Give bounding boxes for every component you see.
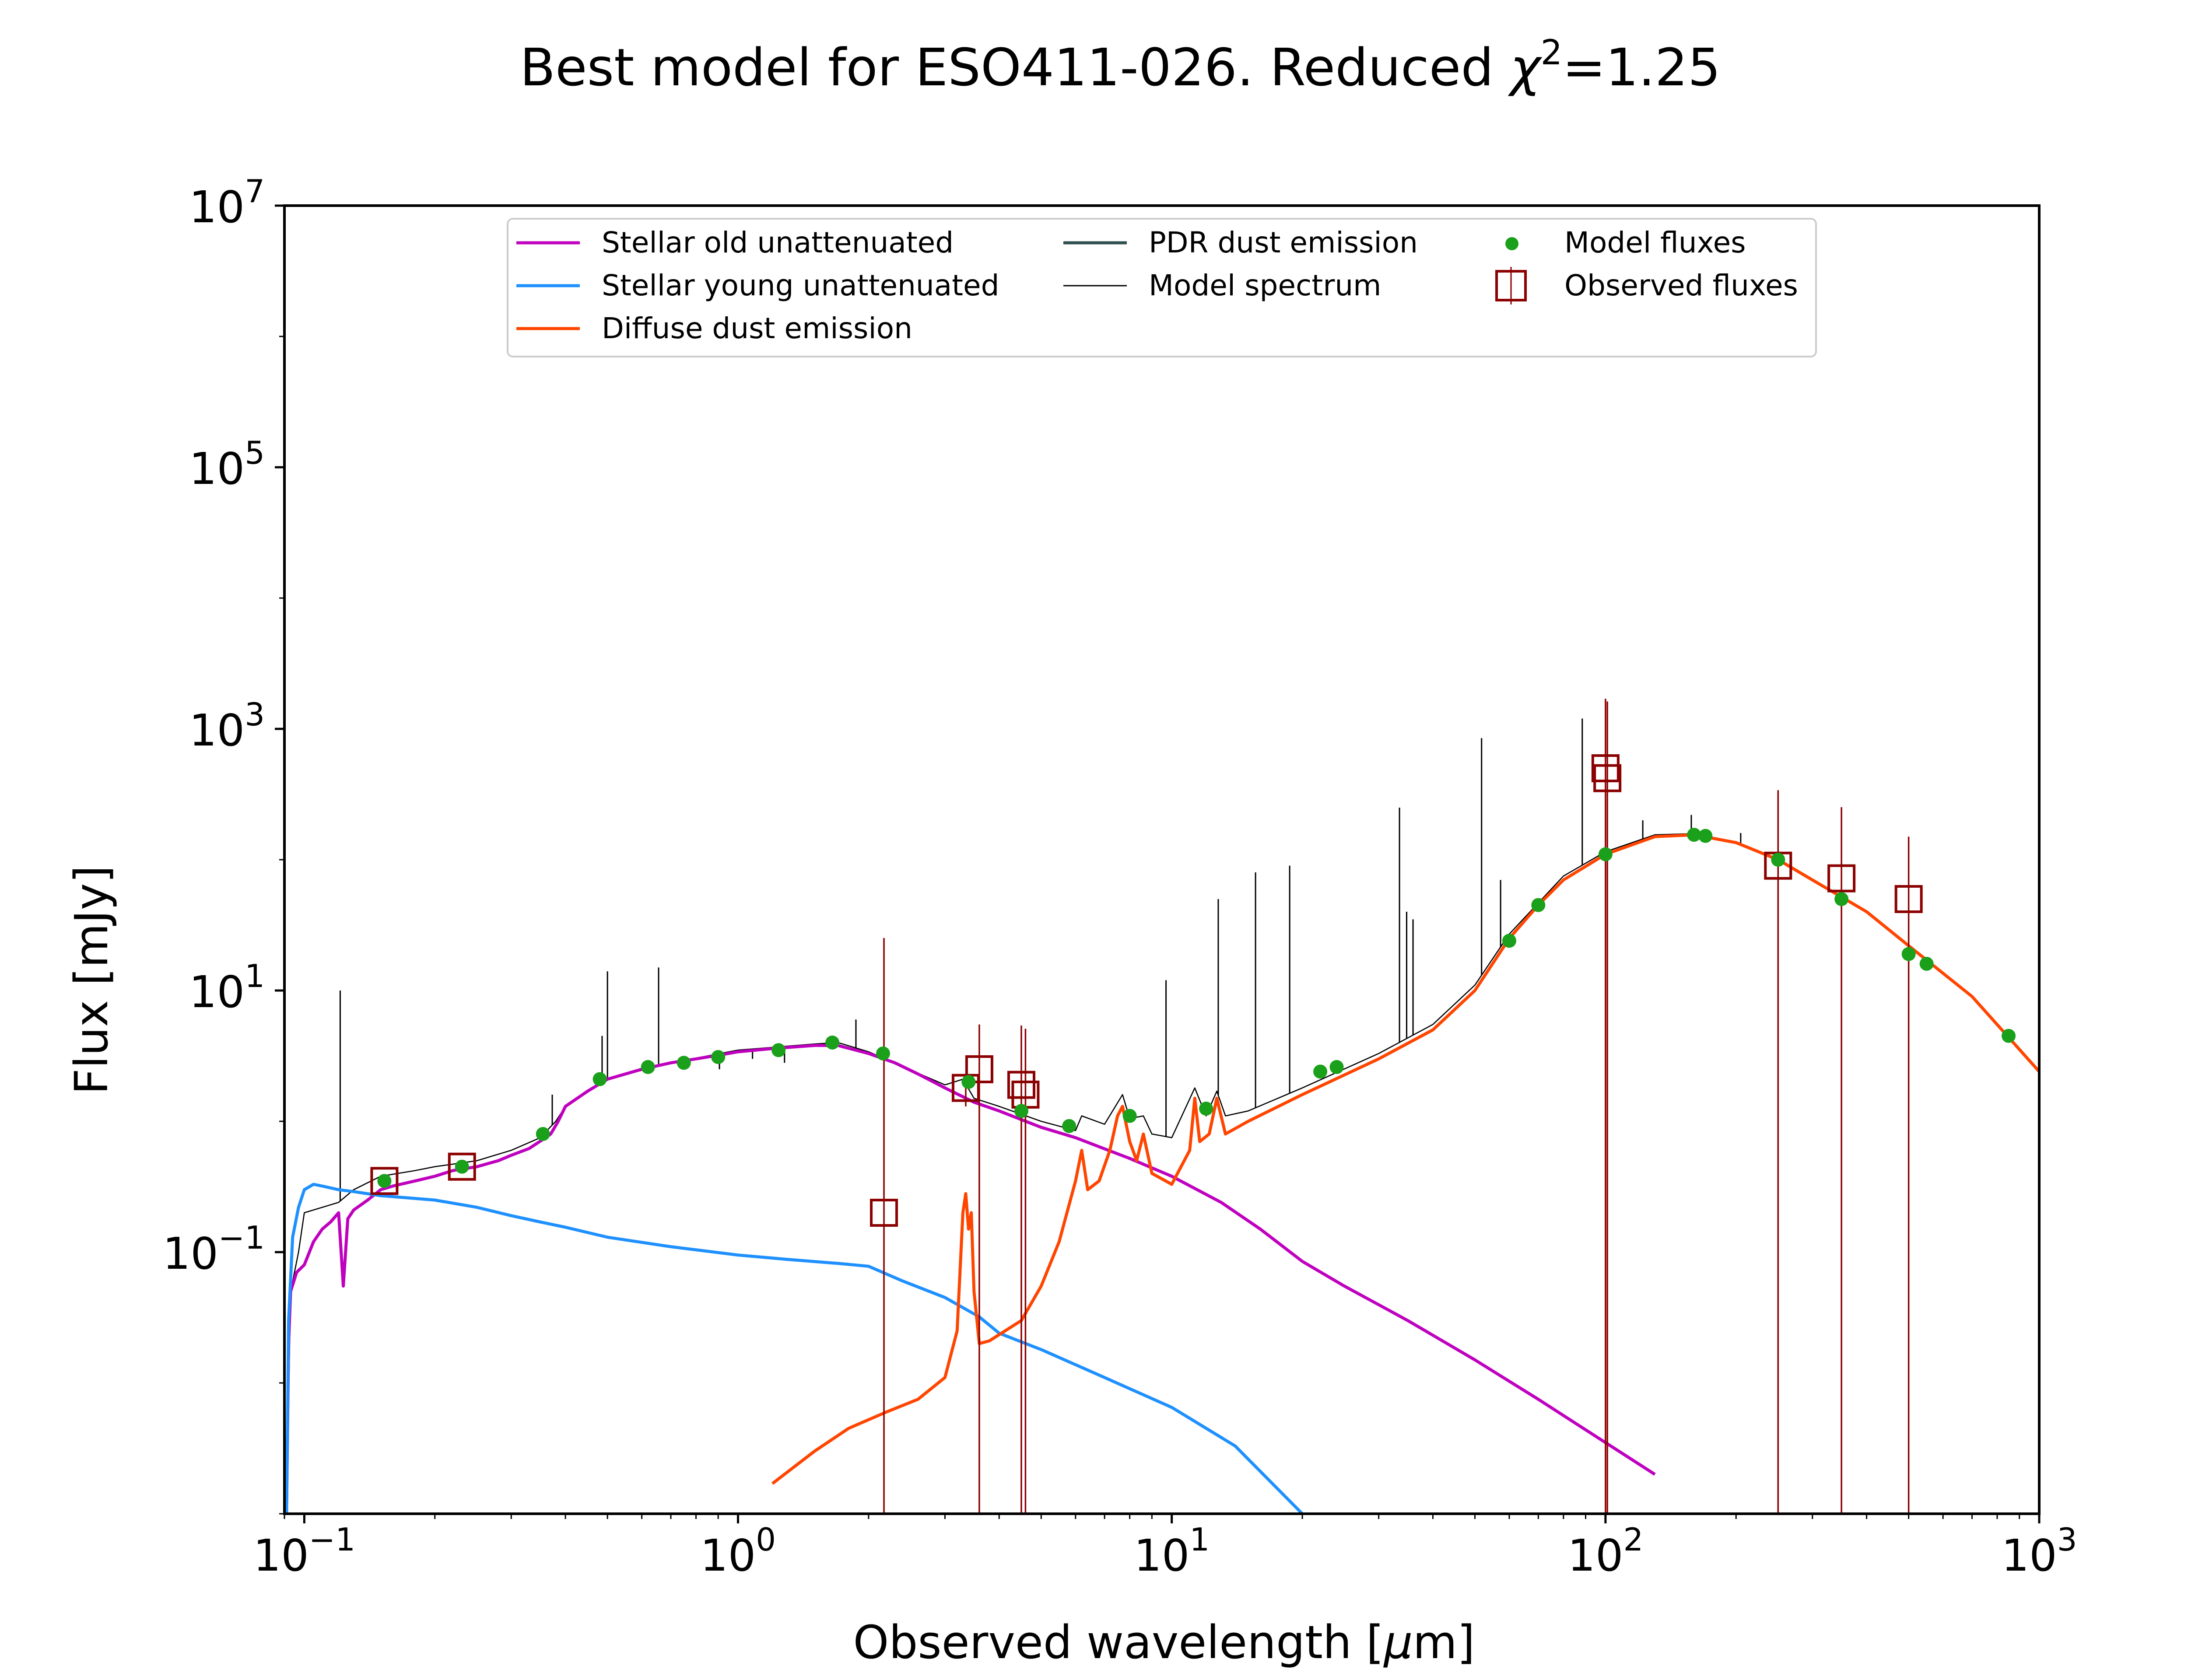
model-flux-point — [2002, 1029, 2016, 1043]
x-tick-label: 102 — [1567, 1521, 1643, 1581]
title-chi: χ — [1508, 37, 1543, 98]
model-flux-point — [1313, 1064, 1328, 1079]
x-tick-exp: 1 — [1189, 1521, 1210, 1558]
x-tick-label: 100 — [700, 1521, 776, 1581]
observed-flux-marker — [1593, 764, 1622, 792]
model-flux-point — [641, 1060, 655, 1074]
x-tick-exp: 0 — [756, 1521, 776, 1558]
observed-flux-marker — [870, 1198, 898, 1227]
x-tick-exp: −1 — [309, 1521, 355, 1558]
model-flux-point — [1014, 1104, 1028, 1118]
x-tick-base: 10 — [700, 1530, 756, 1581]
legend-swatch-model-fluxes — [1505, 237, 1518, 250]
series-line-diffuse-dust-emission — [771, 833, 2039, 1485]
legend: Stellar old unattenuated Stellar young u… — [507, 218, 1817, 357]
y-tick-label: 107 — [189, 173, 265, 233]
x-tick-exp: 3 — [2057, 1521, 2077, 1558]
y-tick-exp: −1 — [218, 1219, 265, 1256]
legend-label-observed-fluxes: Observed fluxes — [1564, 269, 1798, 302]
y-tick-label: 10−1 — [163, 1219, 265, 1279]
model-flux-point — [711, 1050, 726, 1064]
model-flux-point — [771, 1043, 786, 1057]
title-prefix: Best model for ESO411-026. Reduced — [520, 37, 1510, 98]
observed-flux-marker — [1007, 1071, 1035, 1099]
model-flux-point — [1502, 934, 1516, 948]
legend-label-diffuse-dust: Diffuse dust emission — [602, 312, 912, 345]
series-line-stellar-young-unattenuated — [285, 1183, 1304, 1514]
xlabel-prefix: Observed wavelength [ — [853, 1616, 1384, 1669]
x-tick-exp: 2 — [1623, 1521, 1644, 1558]
model-flux-point — [1771, 853, 1785, 867]
observed-flux-marker — [1591, 754, 1620, 783]
observed-flux-marker — [1827, 864, 1856, 892]
y-tick-label: 101 — [189, 958, 265, 1018]
legend-label-pdr-dust: PDR dust emission — [1149, 226, 1418, 259]
plot-frame — [283, 204, 2041, 1515]
model-flux-point — [1122, 1109, 1137, 1123]
xlabel-mu: μ — [1383, 1616, 1413, 1669]
model-flux-point — [1329, 1060, 1344, 1074]
markers-layer — [370, 699, 2016, 1514]
title-suffix: =1.25 — [1562, 37, 1721, 98]
x-tick-label: 10−1 — [253, 1521, 355, 1581]
model-flux-point — [1919, 956, 1934, 971]
model-flux-point — [1834, 892, 1849, 906]
series-line-stellar-old-unattenuated — [285, 1044, 1656, 1514]
model-flux-point — [455, 1159, 469, 1174]
x-tick-base: 10 — [1567, 1530, 1623, 1581]
model-flux-point — [377, 1174, 392, 1188]
model-flux-point — [1687, 828, 1701, 842]
x-tick-base: 10 — [2001, 1530, 2057, 1581]
y-tick-exp: 3 — [245, 696, 265, 733]
y-tick-base: 10 — [189, 443, 245, 494]
model-flux-point — [1062, 1119, 1076, 1133]
model-flux-point — [1901, 947, 1916, 961]
title-sup: 2 — [1541, 33, 1563, 73]
model-flux-point — [825, 1035, 840, 1050]
y-tick-base: 10 — [189, 966, 245, 1018]
y-tick-base: 10 — [189, 705, 245, 756]
legend-label-model-spectrum: Model spectrum — [1149, 269, 1381, 302]
model-flux-point — [876, 1046, 891, 1060]
model-flux-point — [1598, 847, 1613, 861]
y-tick-base: 10 — [189, 182, 245, 233]
x-tick-label: 103 — [2001, 1521, 2077, 1581]
model-flux-point — [677, 1056, 691, 1070]
y-tick-base: 10 — [163, 1228, 218, 1279]
legend-label-stellar-young: Stellar young unattenuated — [602, 269, 999, 302]
x-tick-label: 101 — [1134, 1521, 1210, 1581]
xlabel-suffix: m] — [1413, 1616, 1475, 1669]
observed-flux-marker — [448, 1152, 476, 1181]
model-flux-point — [1698, 829, 1713, 843]
model-flux-point — [1531, 898, 1546, 912]
y-axis-label: Flux [mJy] — [65, 865, 118, 1095]
model-flux-point — [1199, 1102, 1213, 1116]
observed-flux-marker — [1894, 885, 1923, 914]
legend-label-model-fluxes: Model fluxes — [1564, 226, 1746, 259]
model-flux-point — [593, 1072, 607, 1086]
x-axis-label: Observed wavelength [μm] — [853, 1616, 1475, 1669]
observed-flux-marker — [370, 1167, 399, 1195]
y-tick-exp: 5 — [245, 434, 265, 471]
y-tick-exp: 1 — [245, 958, 265, 994]
model-flux-point — [961, 1074, 976, 1089]
y-tick-exp: 7 — [245, 173, 265, 210]
observed-flux-marker — [965, 1055, 993, 1084]
y-tick-label: 103 — [189, 696, 265, 756]
model-flux-point — [536, 1127, 550, 1141]
y-tick-label: 105 — [189, 434, 265, 494]
x-tick-base: 10 — [253, 1530, 309, 1581]
chart-title: Best model for ESO411-026. Reduced χ2=1.… — [520, 33, 1721, 98]
legend-label-stellar-old: Stellar old unattenuated — [602, 226, 954, 259]
legend-box — [507, 218, 1817, 357]
x-tick-base: 10 — [1134, 1530, 1189, 1581]
